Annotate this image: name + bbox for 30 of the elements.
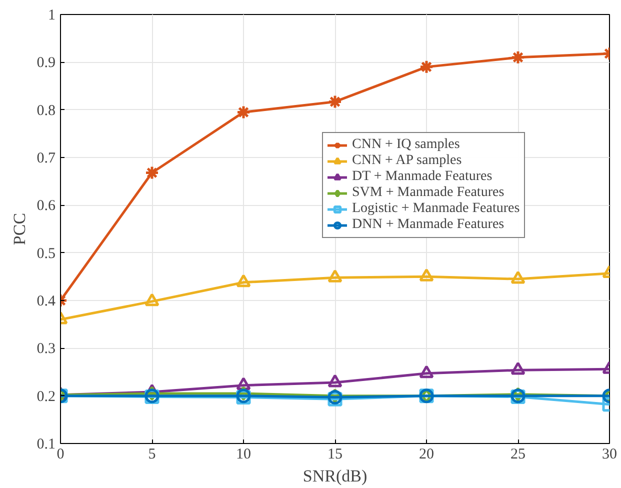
y-tick-label: 0.6 xyxy=(36,198,56,214)
point xyxy=(419,60,434,74)
y-tick-label: 0.1 xyxy=(36,436,56,452)
y-tick-label: 0.4 xyxy=(36,294,56,310)
y-tick-label: 1 xyxy=(48,8,56,24)
y-tick-label: 0.2 xyxy=(36,388,56,405)
point xyxy=(328,94,342,109)
legend-label: CNN + AP samples xyxy=(352,153,462,169)
y-axis-title: PCC xyxy=(10,212,29,246)
y-tick-label: 0.7 xyxy=(36,150,56,166)
point xyxy=(236,104,251,120)
legend-label: CNN + IQ samples xyxy=(352,137,460,153)
x-tick-label: 25 xyxy=(510,446,526,462)
y-tick-label: 0.8 xyxy=(36,102,56,119)
legend-label: SVM + Manmade Features xyxy=(352,185,504,201)
x-tick-label: 30 xyxy=(602,446,617,462)
x-tick-label: 15 xyxy=(328,446,342,462)
x-tick-label: 20 xyxy=(419,446,434,462)
legend-label: Logistic + Manmade Features xyxy=(352,201,520,217)
y-tick-label: 0.3 xyxy=(36,341,56,358)
y-tick-label: 0.5 xyxy=(36,246,56,262)
point xyxy=(144,166,160,180)
x-tick-label: 0 xyxy=(56,446,64,462)
point xyxy=(510,50,526,65)
x-axis-title: SNR(dB) xyxy=(302,466,368,486)
legend-label: DT + Manmade Features xyxy=(352,169,492,185)
x-tick-label: 10 xyxy=(236,446,251,462)
legend-label: DNN + Manmade Features xyxy=(352,217,504,233)
x-tick-label: 5 xyxy=(148,446,156,462)
y-tick-label: 0.9 xyxy=(36,55,56,72)
